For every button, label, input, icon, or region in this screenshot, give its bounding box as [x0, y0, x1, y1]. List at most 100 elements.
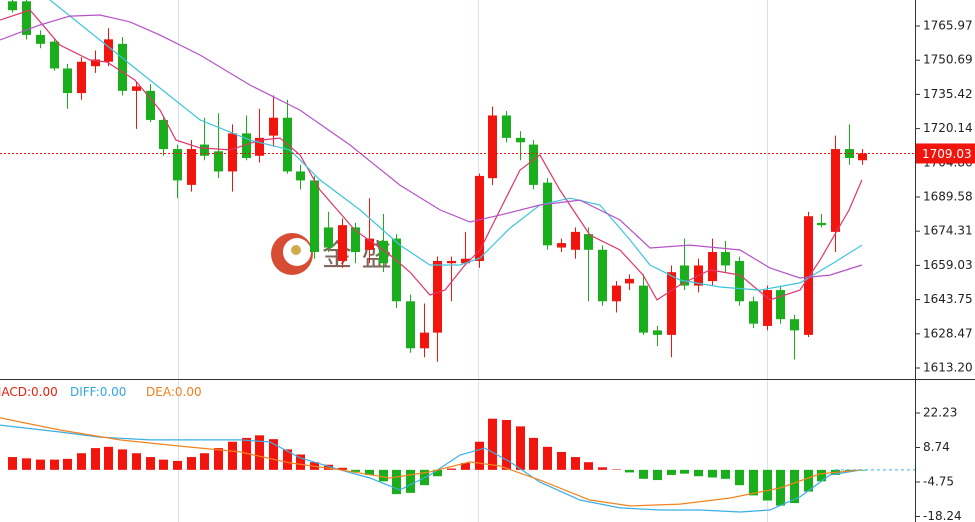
candle-body	[488, 115, 497, 179]
moving-average-line	[0, 14, 863, 279]
candle-body	[598, 249, 607, 302]
y-tick-label: 1689.58	[923, 190, 973, 204]
macd-bar	[132, 453, 141, 470]
candle-body	[475, 175, 484, 261]
macd-bar	[146, 457, 155, 470]
candle-body	[50, 41, 59, 69]
macd-bar	[721, 469, 730, 479]
macd-bar	[324, 464, 333, 470]
macd-bar	[516, 426, 525, 470]
macd-bar	[8, 457, 17, 470]
candle-body	[200, 144, 209, 156]
candle-body	[324, 227, 333, 248]
candle-body	[447, 260, 456, 264]
axis-labels: 1765.971750.691735.421720.141704.861689.…	[915, 18, 975, 522]
candle-body	[118, 43, 127, 91]
macd-bar	[91, 448, 100, 470]
price-panel	[0, 0, 915, 362]
macd-bar	[571, 457, 580, 470]
candle-body	[406, 301, 415, 349]
candle-body	[502, 115, 511, 138]
y-tick-label: 1659.03	[923, 258, 973, 272]
macd-bar	[612, 469, 621, 470]
macd-bar	[488, 418, 497, 470]
macd-bar	[406, 469, 415, 493]
candle-body	[776, 290, 785, 320]
candle-body	[584, 234, 593, 250]
y-tick-label: 1613.20	[923, 360, 973, 374]
y-tick-label: 22.23	[923, 406, 957, 420]
candle-body	[516, 137, 525, 143]
moving-average-line	[49, 0, 863, 291]
candle-body	[36, 34, 45, 44]
candle-body	[680, 265, 689, 286]
candle-body	[708, 252, 717, 282]
macd-bar	[50, 459, 59, 470]
candle-body	[228, 133, 237, 172]
candle-body	[242, 133, 251, 159]
candle-body	[132, 86, 141, 91]
candle-body	[187, 149, 196, 185]
candle-body	[543, 182, 552, 246]
y-tick-label: 1643.75	[923, 292, 973, 306]
candle-body	[214, 151, 223, 172]
candle-body	[159, 119, 168, 150]
macd-bar	[433, 469, 442, 477]
y-tick-label: 8.74	[923, 440, 950, 454]
candle-body	[420, 332, 429, 349]
macd-bar	[104, 446, 113, 470]
candle-body	[817, 222, 826, 226]
y-tick-label: 1765.97	[923, 18, 973, 32]
macd-bar	[214, 448, 223, 470]
macd-bar	[667, 469, 676, 475]
candle-body	[433, 260, 442, 333]
macd-bar	[200, 453, 209, 470]
candle-body	[571, 231, 580, 250]
candle-body	[804, 216, 813, 335]
candle-body	[104, 39, 113, 62]
macd-bar	[502, 419, 511, 470]
macd-bar	[625, 469, 634, 473]
y-tick-label: -4.75	[923, 474, 954, 488]
macd-bar	[296, 454, 305, 470]
macd-bar	[228, 441, 237, 470]
macd-bar	[351, 469, 360, 472]
macd-bar	[475, 441, 484, 470]
candle-body	[173, 149, 182, 181]
candle-body	[296, 171, 305, 181]
macd-bar	[283, 449, 292, 470]
macd-bar	[338, 467, 347, 470]
candle-body	[310, 180, 319, 253]
candle-body	[77, 61, 86, 94]
macd-bar	[269, 439, 278, 470]
macd-bar	[735, 469, 744, 486]
macd-bar	[543, 446, 552, 470]
legend-value: 0.00	[31, 385, 58, 399]
macd-bar	[22, 458, 31, 470]
macd-bar	[365, 469, 374, 475]
candle-body	[351, 227, 360, 253]
candle-body	[91, 59, 100, 67]
macd-bar	[77, 453, 86, 470]
macd-bar	[63, 458, 72, 470]
candle-body	[790, 319, 799, 331]
candle-body	[749, 301, 758, 324]
macd-bar	[557, 451, 566, 470]
legend-value: 0.00	[100, 385, 127, 399]
candle-body	[63, 68, 72, 94]
candle-body	[858, 153, 867, 161]
macd-bar	[173, 460, 182, 470]
candle-body	[146, 90, 155, 120]
legend-name: DEA:	[146, 385, 175, 399]
candle-body	[269, 117, 278, 136]
candle-body	[255, 137, 264, 156]
macd-bar	[36, 459, 45, 470]
legend-name: DIFF:	[70, 385, 100, 399]
macd-bar	[255, 435, 264, 470]
macd-bar	[653, 469, 662, 481]
y-tick-label: 1750.69	[923, 53, 973, 67]
candle-body	[721, 252, 730, 266]
candle-body	[529, 144, 538, 185]
candle-body	[557, 243, 566, 248]
